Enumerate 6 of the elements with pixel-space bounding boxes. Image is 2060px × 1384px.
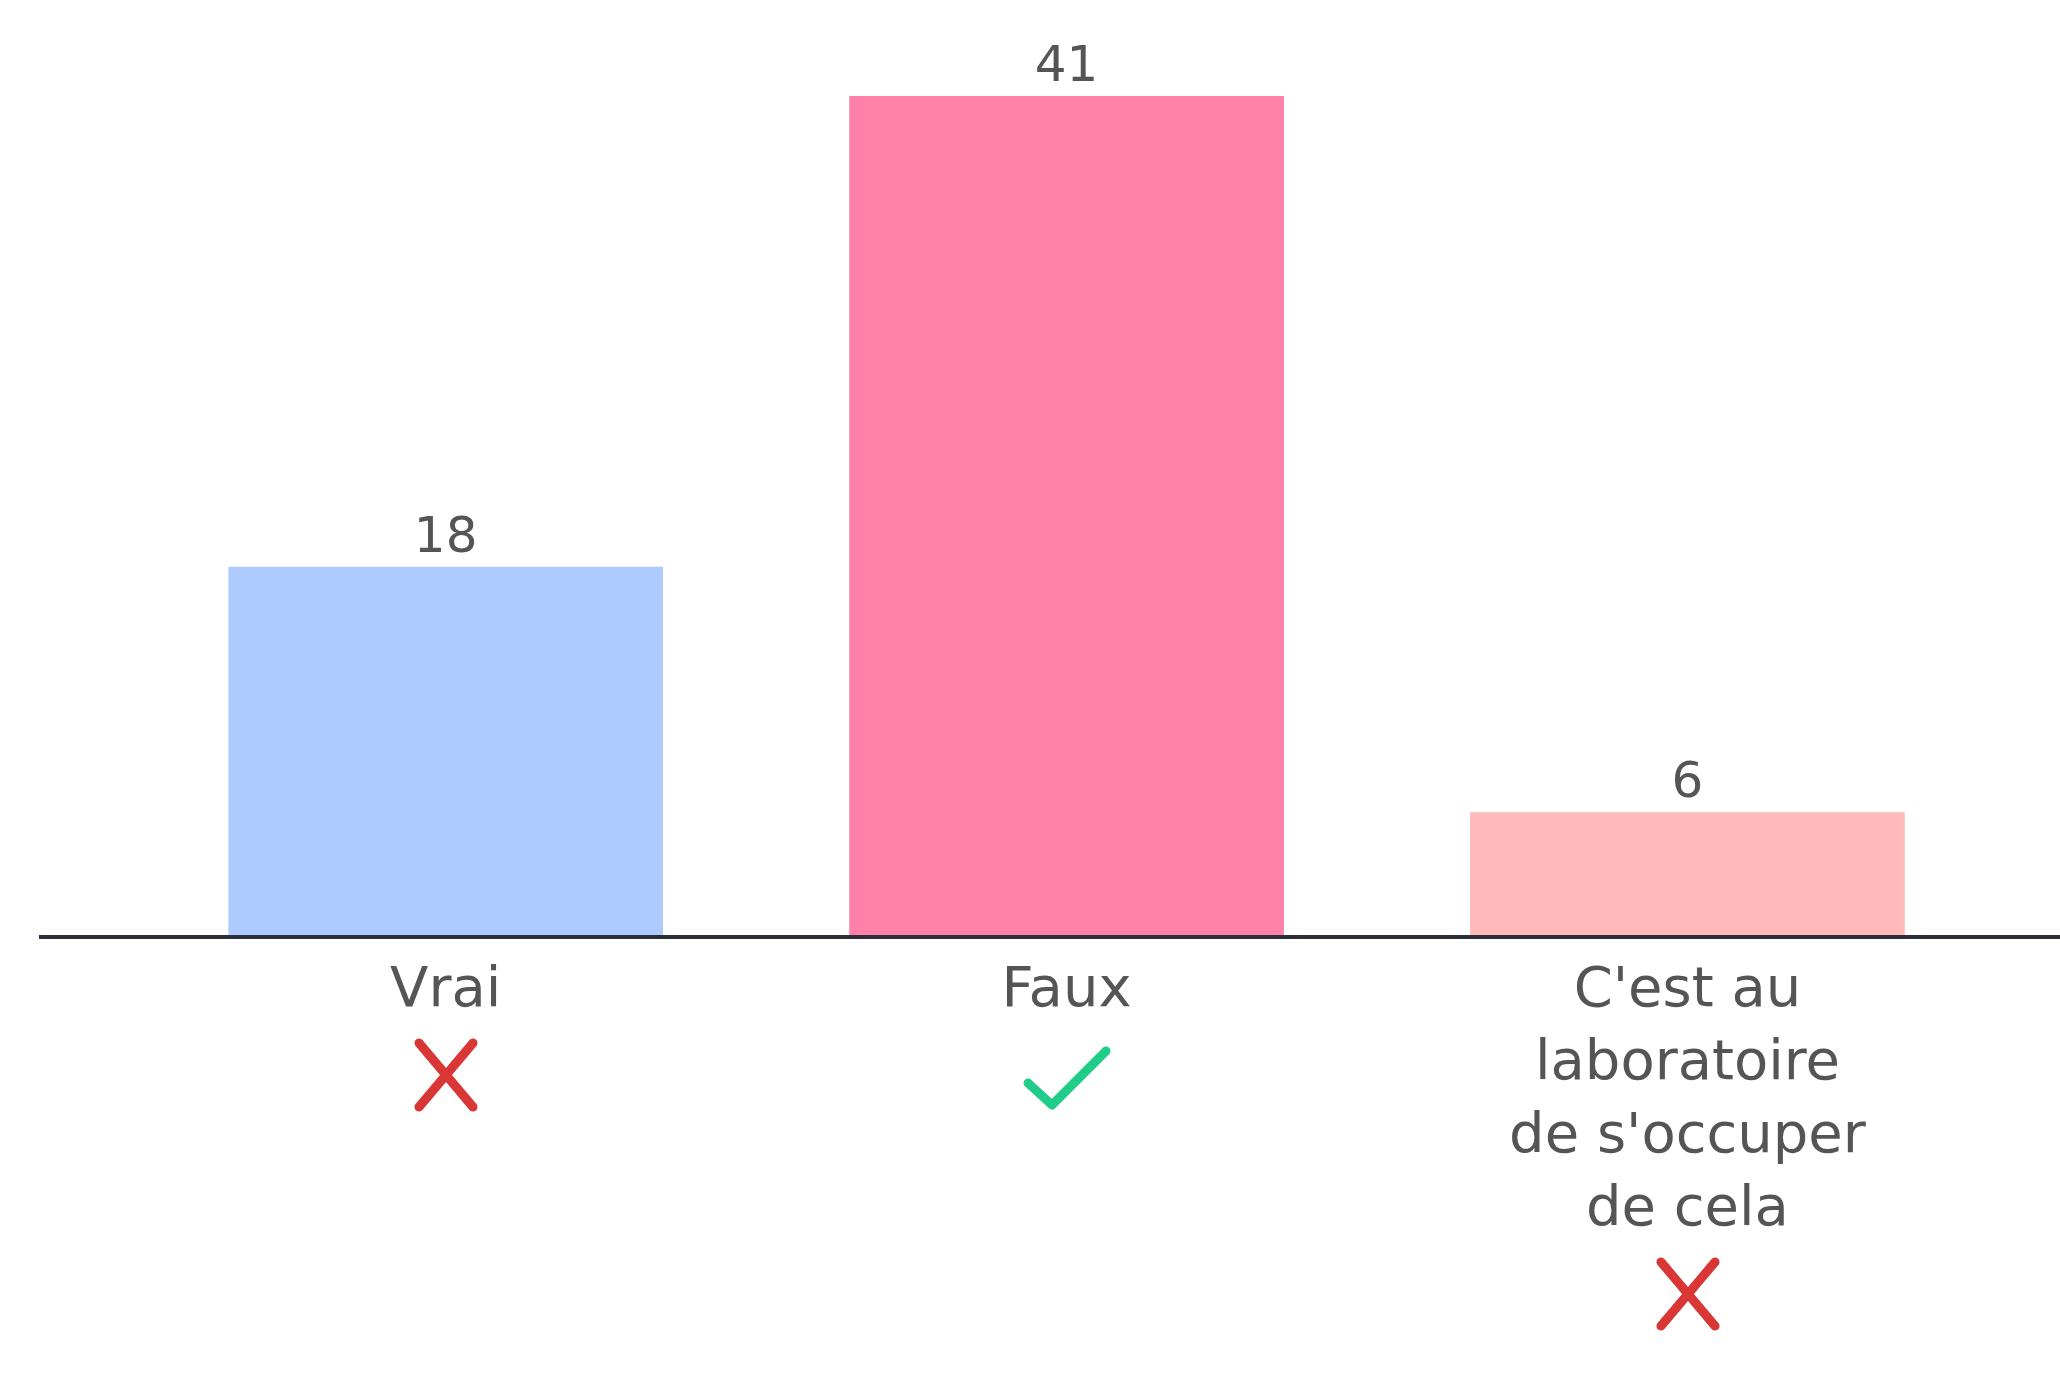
data-label: 41: [1034, 34, 1099, 93]
data-label: 18: [413, 505, 478, 564]
x-tick-label: C'est au laboratoire de s'occuper de cela: [1509, 954, 1867, 1238]
data-label: 6: [1671, 751, 1704, 810]
x-tick-label: Vrai: [390, 954, 502, 1020]
x-tick-label: Faux: [1001, 954, 1132, 1020]
